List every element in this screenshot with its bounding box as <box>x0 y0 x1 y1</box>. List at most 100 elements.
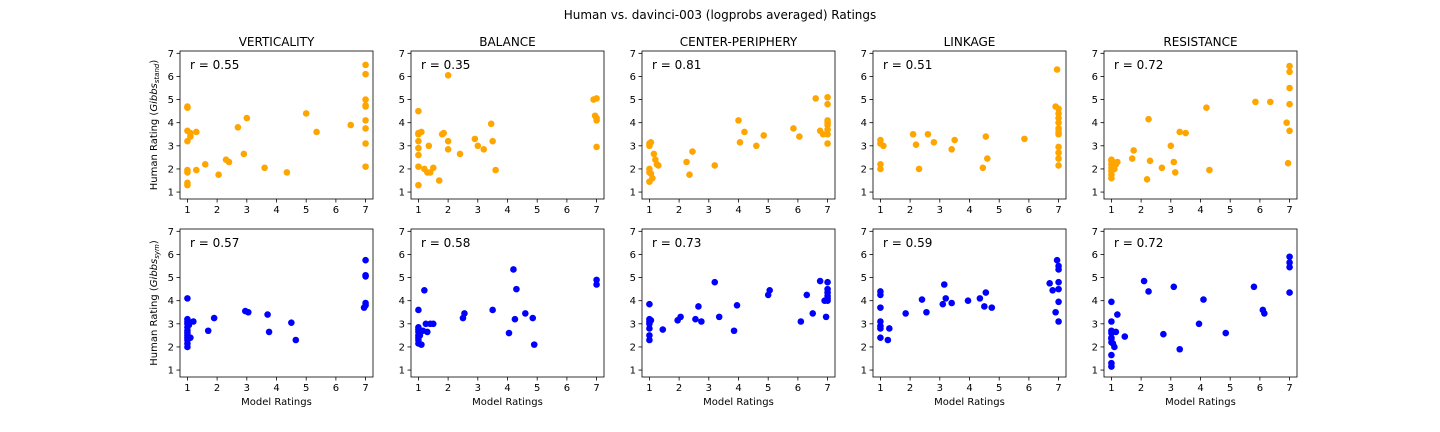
scatter-point <box>362 70 369 78</box>
x-tick-label: 3 <box>706 383 712 394</box>
y-tick-label: 6 <box>861 250 867 261</box>
y-axis-label-subscript: sym <box>153 244 161 259</box>
scatter-point <box>418 128 425 136</box>
y-axis-label-suffix: ) <box>149 60 160 64</box>
correlation-annotation: r = 0.55 <box>190 58 239 72</box>
scatter-point <box>215 171 222 179</box>
scatter-point <box>711 162 719 169</box>
x-axis-label: Model Ratings <box>934 397 1005 408</box>
x-tick-label: 4 <box>273 205 279 216</box>
scatter-point <box>1143 176 1151 183</box>
subplot-r1-c3: 11 2 2 3 3 4 4 5 5 6 6 7 7 r = 0.59 Model Ratings <box>861 227 1067 408</box>
correlation-annotation: r = 0.57 <box>190 236 239 250</box>
x-tick-label: 5 <box>765 205 771 216</box>
plot-frame <box>1103 228 1298 378</box>
x-tick-label: 2 <box>214 383 220 394</box>
scatter-point <box>646 325 653 332</box>
scatter-point <box>824 130 831 138</box>
scatter-point <box>1108 298 1115 306</box>
x-tick-label: 5 <box>303 383 309 394</box>
x-tick-label: 7 <box>593 205 599 216</box>
scatter-series <box>877 256 1062 344</box>
scatter-point <box>886 325 893 332</box>
scatter-point <box>1261 310 1268 317</box>
scatter-series <box>415 71 600 189</box>
scatter-point <box>425 142 433 150</box>
scatter-point <box>234 124 242 131</box>
scatter-point <box>429 164 437 172</box>
scatter-point <box>982 289 990 296</box>
correlation-annotation: r = 0.51 <box>883 58 932 72</box>
scatter-point <box>461 310 468 317</box>
scatter-point <box>429 320 437 328</box>
scatter-point <box>930 139 938 146</box>
y-axis-label-main: Gibbs <box>149 259 160 287</box>
scatter-point <box>988 304 996 311</box>
y-tick-label: 1 <box>399 188 405 199</box>
y-tick-label: 6 <box>168 250 174 261</box>
y-tick-label: 7 <box>861 227 867 238</box>
scatter-point <box>1140 277 1148 285</box>
scatter-point <box>649 174 656 182</box>
x-tick-label: 3 <box>706 205 712 216</box>
scatter-point <box>1055 119 1062 126</box>
x-tick-label: 5 <box>1227 205 1233 216</box>
scatter-point <box>686 171 693 179</box>
y-tick-label: 1 <box>1092 366 1098 377</box>
scatter-point <box>646 300 653 308</box>
y-tick-label: 3 <box>399 319 405 330</box>
x-tick-label: 1 <box>184 205 190 216</box>
x-tick-label: 3 <box>937 205 943 216</box>
scatter-point <box>824 126 831 133</box>
x-tick-label: 1 <box>646 205 652 216</box>
scatter-series <box>184 61 369 189</box>
y-tick-label: 6 <box>1092 72 1098 83</box>
scatter-point <box>362 61 369 69</box>
scatter-point <box>760 132 768 139</box>
scatter-series <box>1108 253 1293 370</box>
scatter-point <box>1114 158 1121 166</box>
y-axis-label-prefix: Human Rating ( <box>149 112 160 191</box>
scatter-point <box>1195 320 1203 328</box>
scatter-point <box>683 158 690 166</box>
y-tick-label: 3 <box>168 141 174 152</box>
y-tick-label: 6 <box>399 72 405 83</box>
x-tick-label: 1 <box>415 205 421 216</box>
scatter-point <box>440 129 447 137</box>
scatter-point <box>790 125 797 132</box>
scatter-point <box>1286 253 1293 261</box>
scatter-point <box>1128 155 1136 162</box>
scatter-point <box>593 95 600 102</box>
x-tick-label: 2 <box>214 205 220 216</box>
x-tick-label: 5 <box>534 383 540 394</box>
subplot-r0-c3: 11 2 2 3 3 4 4 5 5 6 6 7 7 LINKAGE r = 0.51 <box>861 35 1067 216</box>
scatter-point <box>1286 68 1293 76</box>
scatter-point <box>415 306 422 314</box>
x-tick-label: 7 <box>362 383 368 394</box>
y-tick-label: 4 <box>1092 296 1098 307</box>
scatter-point <box>193 128 200 136</box>
y-tick-label: 1 <box>168 188 174 199</box>
y-tick-label: 1 <box>168 366 174 377</box>
scatter-point <box>659 326 667 333</box>
y-tick-label: 4 <box>399 118 405 129</box>
scatter-point <box>902 310 909 317</box>
x-tick-label: 1 <box>646 383 652 394</box>
scatter-point <box>647 317 655 324</box>
y-tick-label: 6 <box>630 250 636 261</box>
scatter-point <box>1055 149 1062 157</box>
scatter-point <box>1055 298 1062 306</box>
scatter-point <box>646 332 653 339</box>
correlation-annotation: r = 0.73 <box>652 236 701 250</box>
scatter-point <box>204 327 212 335</box>
scatter-point <box>1055 114 1062 122</box>
x-tick-label: 7 <box>593 383 599 394</box>
y-tick-label: 4 <box>168 296 174 307</box>
panel-title: VERTICALITY <box>239 35 315 49</box>
x-tick-label: 6 <box>333 383 339 394</box>
plot-frame <box>641 50 836 200</box>
scatter-series <box>415 266 600 348</box>
scatter-point <box>1222 329 1230 337</box>
y-tick-label: 7 <box>1092 49 1098 60</box>
x-tick-label: 6 <box>795 205 801 216</box>
